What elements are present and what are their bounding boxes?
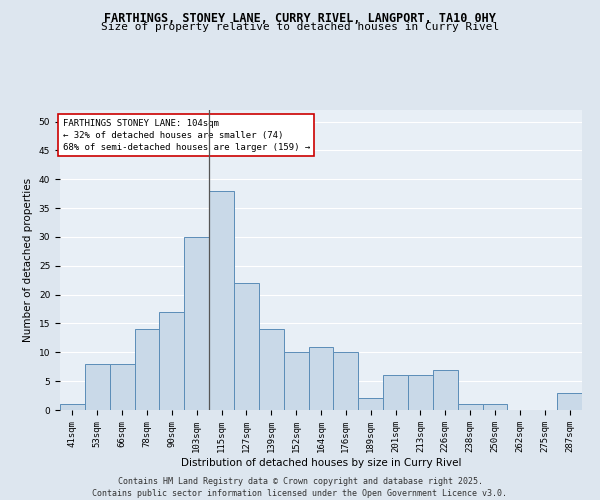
Text: Size of property relative to detached houses in Curry Rivel: Size of property relative to detached ho… bbox=[101, 22, 499, 32]
Bar bbox=[85, 364, 110, 410]
Bar bbox=[408, 376, 433, 410]
Bar bbox=[259, 329, 284, 410]
Bar bbox=[184, 237, 209, 410]
Text: Contains HM Land Registry data © Crown copyright and database right 2025.
Contai: Contains HM Land Registry data © Crown c… bbox=[92, 476, 508, 498]
Bar bbox=[60, 404, 85, 410]
Bar bbox=[308, 346, 334, 410]
Bar bbox=[557, 392, 582, 410]
Bar bbox=[433, 370, 458, 410]
Bar bbox=[209, 191, 234, 410]
Bar bbox=[482, 404, 508, 410]
Text: FARTHINGS STONEY LANE: 104sqm
← 32% of detached houses are smaller (74)
68% of s: FARTHINGS STONEY LANE: 104sqm ← 32% of d… bbox=[62, 119, 310, 152]
Text: FARTHINGS, STONEY LANE, CURRY RIVEL, LANGPORT, TA10 0HY: FARTHINGS, STONEY LANE, CURRY RIVEL, LAN… bbox=[104, 12, 496, 26]
Bar bbox=[383, 376, 408, 410]
Bar bbox=[334, 352, 358, 410]
Bar bbox=[160, 312, 184, 410]
Bar bbox=[110, 364, 134, 410]
Bar bbox=[458, 404, 482, 410]
Y-axis label: Number of detached properties: Number of detached properties bbox=[23, 178, 33, 342]
Bar bbox=[358, 398, 383, 410]
Bar bbox=[284, 352, 308, 410]
Bar bbox=[234, 283, 259, 410]
X-axis label: Distribution of detached houses by size in Curry Rivel: Distribution of detached houses by size … bbox=[181, 458, 461, 468]
Bar bbox=[134, 329, 160, 410]
